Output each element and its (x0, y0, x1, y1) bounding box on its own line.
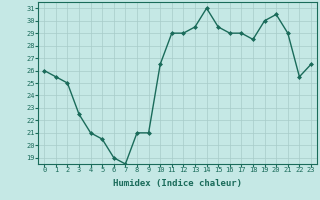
X-axis label: Humidex (Indice chaleur): Humidex (Indice chaleur) (113, 179, 242, 188)
